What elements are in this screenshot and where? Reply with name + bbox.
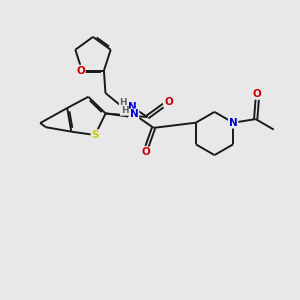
Text: O: O: [141, 148, 150, 158]
Text: O: O: [253, 88, 262, 99]
Text: H: H: [120, 98, 127, 107]
Text: N: N: [229, 118, 238, 128]
Text: N: N: [130, 110, 139, 119]
Text: H: H: [121, 106, 128, 115]
Text: N: N: [128, 102, 137, 112]
Text: O: O: [76, 65, 85, 76]
Text: O: O: [164, 97, 173, 107]
Text: S: S: [91, 130, 99, 140]
